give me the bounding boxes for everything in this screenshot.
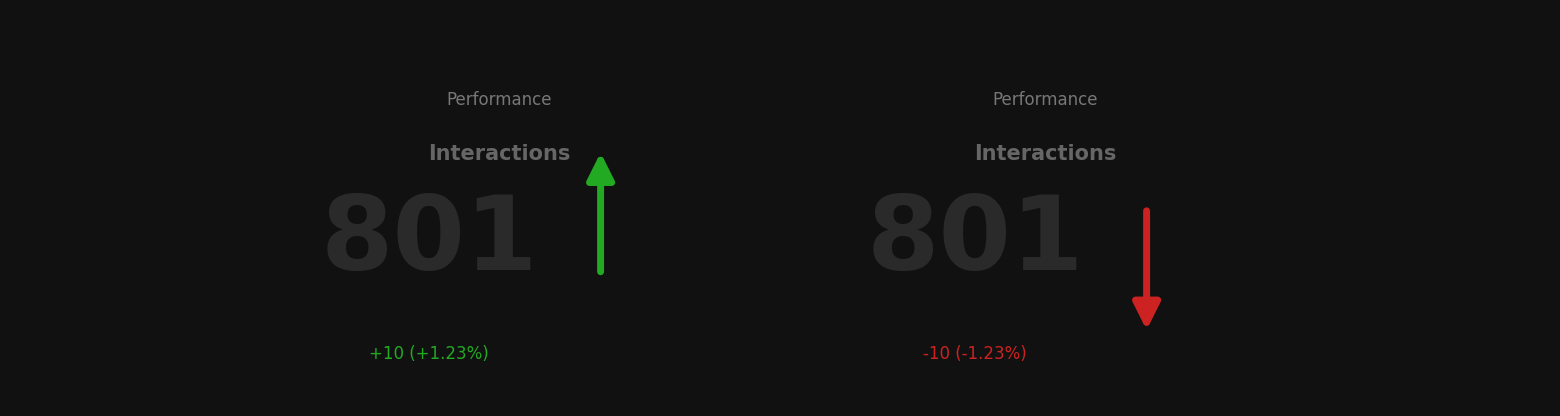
Text: +10 (+1.23%): +10 (+1.23%) [370, 344, 488, 363]
Text: -10 (-1.23%): -10 (-1.23%) [924, 344, 1026, 363]
Text: Performance: Performance [992, 91, 1098, 109]
Text: Interactions: Interactions [973, 144, 1117, 164]
Text: 801: 801 [320, 191, 538, 292]
Text: Interactions: Interactions [427, 144, 571, 164]
Text: Performance: Performance [446, 91, 552, 109]
Text: 801: 801 [866, 191, 1084, 292]
